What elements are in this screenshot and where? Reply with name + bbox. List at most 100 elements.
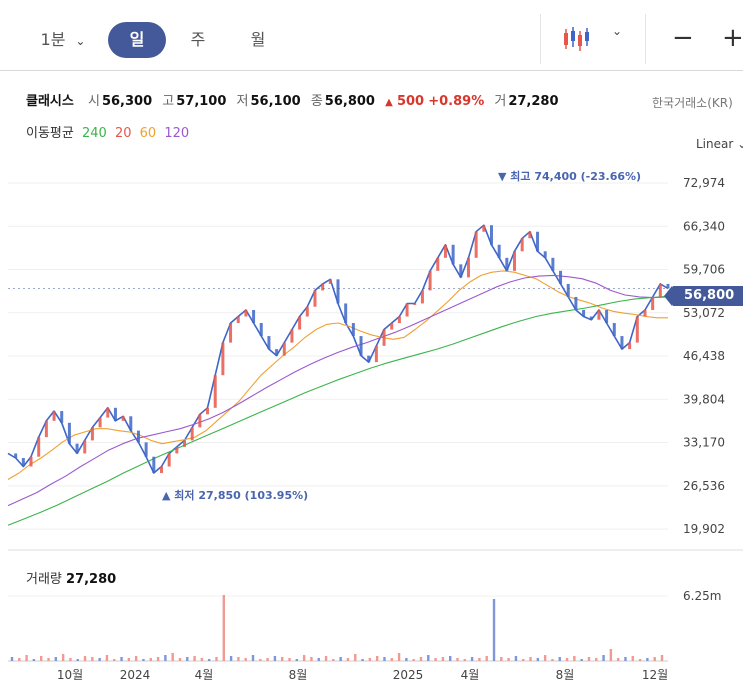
ma-legend-title: 이동평균 [26, 126, 74, 141]
interval-dropdown[interactable]: 1분 ⌄ [28, 22, 98, 58]
price-candle [183, 440, 187, 447]
low-value: 56,100 [250, 94, 301, 109]
exchange-label: 한국거래소(KR) [652, 96, 733, 110]
price-candle [413, 303, 417, 305]
y-tick-label: 53,072 [683, 306, 725, 320]
volume-bar [390, 658, 393, 661]
tab-day[interactable]: 일 [108, 22, 166, 58]
volume-bar [310, 657, 313, 661]
price-candle [428, 270, 432, 291]
price-candle [98, 417, 102, 428]
price-candle [236, 316, 240, 324]
stock-name: 클래시스 [26, 94, 74, 109]
price-candle [252, 309, 256, 324]
scale-mode-dropdown[interactable]: Linear ⌄ [696, 137, 743, 151]
price-candle [175, 446, 179, 454]
volume-bar [222, 595, 225, 661]
volume-bar [149, 658, 152, 661]
price-candle [282, 342, 286, 356]
price-candle [612, 323, 616, 337]
volume-bar [485, 656, 488, 661]
price-candle [129, 416, 133, 431]
price-candle [489, 225, 493, 245]
volume-panel-value: 27,280 [66, 572, 117, 587]
volume-bar [40, 656, 43, 661]
volume-bar [76, 659, 79, 661]
price-candle [152, 456, 156, 474]
price-line [7, 224, 669, 474]
price-candle [505, 257, 509, 271]
price-candle [635, 316, 639, 343]
scale-mode-label: Linear [696, 137, 734, 151]
price-candle [144, 442, 148, 457]
zoom-in-button[interactable]: + [722, 23, 743, 53]
volume-bar [463, 659, 467, 661]
volume-bar [470, 657, 474, 661]
volume-bar [595, 658, 598, 661]
current-price-tag: 56,800 [664, 286, 743, 306]
zoom-out-button[interactable]: − [672, 23, 694, 53]
ma120-line [7, 274, 669, 507]
volume-bar [478, 658, 481, 661]
price-candle [628, 342, 632, 350]
volume-bar [529, 657, 532, 661]
volume-bar [616, 658, 620, 661]
volume-bar [83, 656, 87, 661]
price-candle [221, 342, 225, 376]
y-tick-label: 46,438 [683, 349, 725, 363]
volume-bar [383, 657, 386, 661]
volume-bar [624, 657, 627, 661]
price-candle [52, 411, 56, 421]
price-candle [67, 422, 71, 444]
x-tick-label: 8월 [289, 668, 308, 682]
price-candle [275, 349, 279, 356]
volume-bar [522, 659, 525, 661]
x-tick-label: 12월 [642, 668, 668, 682]
price-candle [405, 303, 409, 317]
volume-bar [105, 655, 109, 661]
volume-bar [339, 657, 342, 661]
price-candle [520, 238, 524, 252]
volume-bar [427, 655, 430, 661]
price-candle [351, 323, 355, 337]
candlestick-icon[interactable] [562, 26, 592, 52]
price-candle [267, 336, 271, 350]
ma60-line [7, 270, 668, 480]
y-tick-label: 72,974 [683, 176, 725, 190]
chart-type-chevron-icon[interactable]: ⌄ [612, 24, 623, 38]
price-candle [643, 309, 647, 317]
volume-bar [375, 656, 379, 661]
volume-bar [244, 658, 247, 661]
tab-week[interactable]: 주 [190, 30, 206, 49]
price-candle [336, 279, 340, 304]
volume-bar [317, 658, 320, 661]
price-candle [474, 231, 478, 258]
volume-bar [653, 657, 656, 661]
price-candle [566, 283, 570, 297]
price-candle [229, 323, 233, 343]
tab-month[interactable]: 월 [250, 30, 266, 49]
volume-bar [229, 656, 233, 661]
price-candle [167, 453, 171, 467]
x-tick-label: 4월 [195, 668, 214, 682]
volume-bar [200, 658, 204, 661]
change-percent: +0.89% [428, 94, 485, 109]
volume-bar [514, 656, 518, 661]
toolbar-divider [645, 14, 646, 64]
volume-bar [178, 658, 182, 661]
volume-bar [207, 659, 211, 661]
price-candle [559, 270, 563, 284]
volume-bar [631, 656, 634, 661]
volume-bar [492, 599, 496, 661]
volume-bar [18, 658, 21, 661]
toolbar-divider [540, 14, 541, 64]
volume-bar [361, 659, 364, 661]
price-candle [482, 225, 486, 232]
open-label: 시 [87, 94, 100, 109]
price-candle [159, 466, 163, 474]
price-candle [436, 257, 440, 271]
price-candle [374, 345, 378, 363]
volume-bar [456, 658, 459, 661]
price-candle [367, 355, 371, 363]
